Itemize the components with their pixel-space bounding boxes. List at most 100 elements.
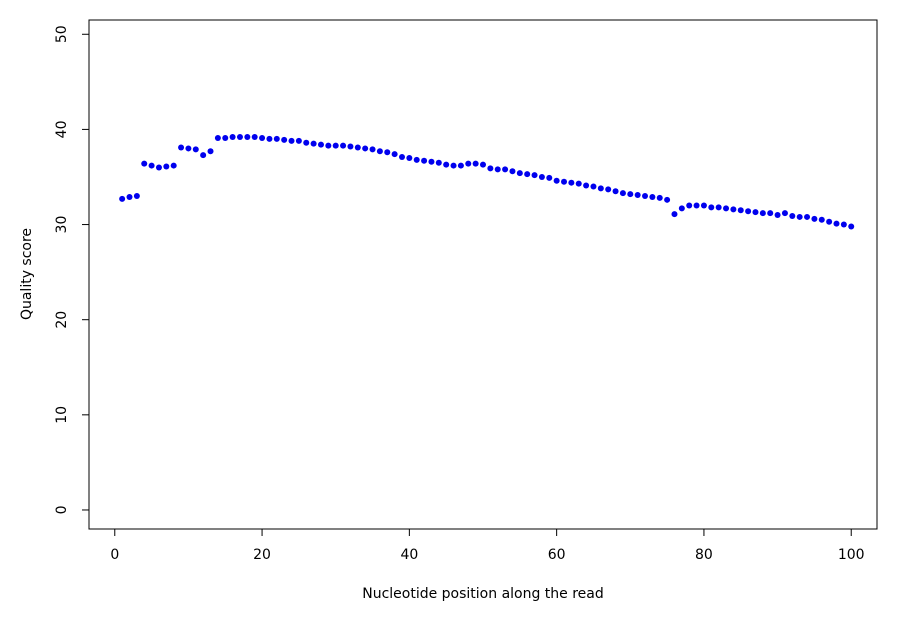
y-tick-label: 20 <box>54 311 70 329</box>
data-point <box>266 135 273 142</box>
data-point <box>288 137 295 144</box>
data-point <box>811 215 818 222</box>
data-point <box>848 223 855 230</box>
data-point <box>524 171 531 178</box>
data-point <box>192 146 199 153</box>
data-point <box>428 158 435 165</box>
data-point <box>693 202 700 209</box>
data-point <box>259 134 266 141</box>
data-point <box>723 205 730 212</box>
data-point <box>730 206 737 213</box>
data-point <box>178 144 185 151</box>
data-point <box>789 212 796 219</box>
data-point <box>119 195 126 202</box>
data-point <box>804 213 811 220</box>
data-point <box>384 149 391 156</box>
data-point <box>597 185 604 192</box>
x-tick-label: 0 <box>110 547 119 563</box>
y-tick-label: 40 <box>54 120 70 138</box>
plot-area-frame <box>88 19 878 530</box>
data-point <box>472 160 479 167</box>
data-point <box>170 162 177 169</box>
data-point <box>413 156 420 163</box>
data-point <box>435 159 442 166</box>
data-point <box>686 202 693 209</box>
x-tick-label: 100 <box>838 547 865 563</box>
data-point <box>752 209 759 216</box>
x-tick-label: 20 <box>253 547 271 563</box>
data-point <box>236 134 243 141</box>
data-point <box>391 151 398 158</box>
data-point <box>664 196 671 203</box>
y-tick-label: 0 <box>54 506 70 515</box>
y-axis-label: Quality score <box>19 228 35 320</box>
data-point <box>443 161 450 168</box>
data-point <box>605 186 612 193</box>
data-point <box>362 145 369 152</box>
data-points <box>119 134 855 230</box>
data-point <box>487 165 494 172</box>
data-point <box>450 162 457 169</box>
data-point <box>818 216 825 223</box>
data-point <box>303 139 310 146</box>
data-point <box>310 140 317 147</box>
data-point <box>627 191 634 198</box>
data-point <box>538 173 545 180</box>
x-tick-label: 80 <box>695 547 713 563</box>
data-point <box>678 205 685 212</box>
data-point <box>354 144 361 151</box>
data-point <box>568 179 575 186</box>
data-point <box>332 142 339 149</box>
x-tick-label: 60 <box>548 547 566 563</box>
x-axis-label: Nucleotide position along the read <box>362 586 604 602</box>
data-point <box>325 142 332 149</box>
data-point <box>148 162 155 169</box>
data-point <box>759 210 766 217</box>
data-point <box>656 194 663 201</box>
data-point <box>502 166 509 173</box>
y-tick-label: 30 <box>54 216 70 234</box>
data-point <box>516 170 523 177</box>
data-point <box>480 161 486 168</box>
data-point <box>163 163 170 170</box>
data-point <box>509 168 516 175</box>
data-point <box>185 145 192 152</box>
data-point <box>398 154 405 161</box>
data-point <box>833 220 840 227</box>
data-point <box>457 162 464 169</box>
data-point <box>317 141 324 148</box>
data-point <box>781 210 788 217</box>
x-axis: 0 20 40 60 80 100 <box>110 528 865 563</box>
data-point <box>840 221 847 228</box>
data-point <box>244 134 251 141</box>
data-point <box>774 212 781 219</box>
data-point <box>575 180 582 187</box>
data-point <box>590 183 597 190</box>
data-point <box>708 204 715 211</box>
data-point <box>214 134 221 141</box>
data-point <box>281 136 288 143</box>
data-point <box>406 154 413 161</box>
data-point <box>634 192 641 199</box>
data-point <box>612 188 619 195</box>
data-point <box>229 134 236 141</box>
data-point <box>273 135 280 142</box>
data-point <box>767 210 774 217</box>
y-tick-label: 50 <box>54 25 70 43</box>
y-tick-label: 10 <box>54 406 70 424</box>
data-point <box>826 218 833 225</box>
data-point <box>126 193 133 200</box>
data-point <box>546 174 553 181</box>
data-point <box>745 208 752 215</box>
data-point <box>737 207 744 214</box>
data-point <box>796 213 803 220</box>
x-tick-label: 40 <box>400 547 418 563</box>
y-axis: 0 10 20 30 40 50 <box>54 25 90 515</box>
data-point <box>133 193 140 200</box>
data-point <box>561 178 568 185</box>
data-point <box>222 134 229 141</box>
data-point <box>494 166 501 173</box>
data-point <box>251 134 258 141</box>
data-point <box>642 193 649 200</box>
data-point <box>421 157 428 164</box>
